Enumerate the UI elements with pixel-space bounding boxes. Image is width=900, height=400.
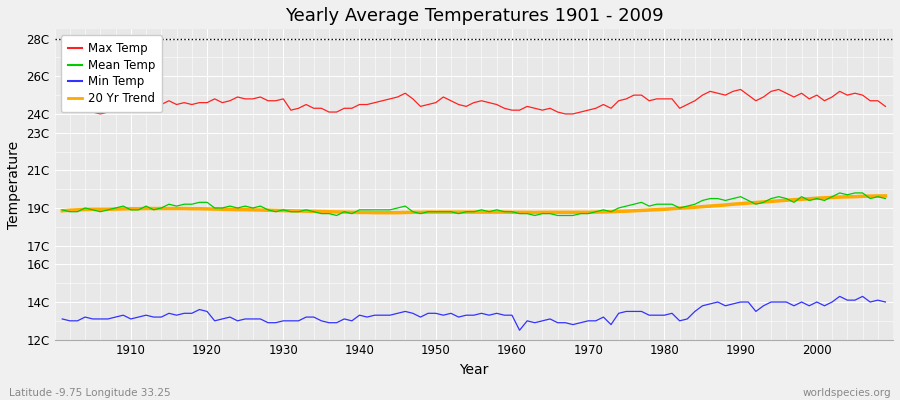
Title: Yearly Average Temperatures 1901 - 2009: Yearly Average Temperatures 1901 - 2009: [284, 7, 663, 25]
Text: Latitude -9.75 Longitude 33.25: Latitude -9.75 Longitude 33.25: [9, 388, 171, 398]
Text: worldspecies.org: worldspecies.org: [803, 388, 891, 398]
X-axis label: Year: Year: [459, 363, 489, 377]
Legend: Max Temp, Mean Temp, Min Temp, 20 Yr Trend: Max Temp, Mean Temp, Min Temp, 20 Yr Tre…: [60, 35, 162, 112]
Y-axis label: Temperature: Temperature: [7, 140, 21, 228]
